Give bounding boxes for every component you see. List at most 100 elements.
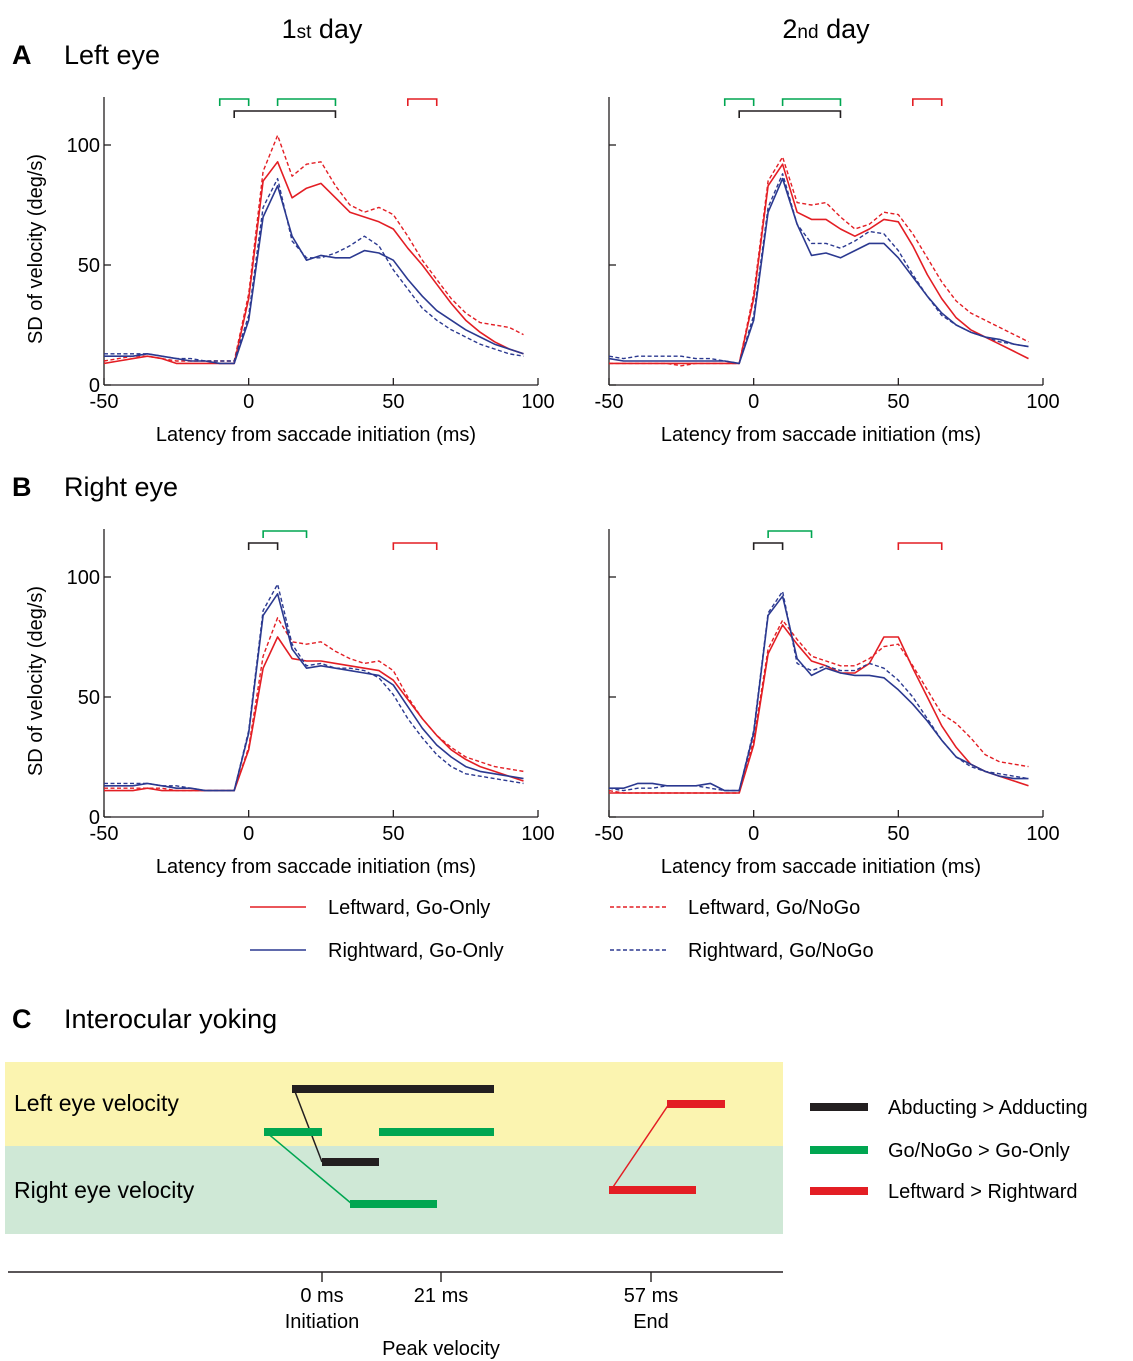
panel-letter-a: A [12, 40, 32, 70]
x-axis-label: Latency from saccade initiation (ms) [661, 856, 981, 878]
series-line-rightward-go-nogo [608, 173, 1029, 365]
x-tick-label: -50 [595, 823, 624, 845]
panel-title-b: Right eye [64, 472, 178, 502]
leftward-bar-left-eye [667, 1100, 725, 1108]
y-tick-label: 100 [67, 135, 100, 157]
series-line-leftward-go-only [609, 163, 1029, 365]
panel-title-a: Left eye [64, 40, 160, 70]
series-line-rightward-go-only [104, 592, 524, 792]
timeline-caption: Peak velocity [382, 1338, 500, 1360]
x-tick-label: -50 [90, 391, 119, 413]
series-line-rightward-go-only [609, 595, 1029, 792]
panel-letter-b: B [12, 472, 32, 502]
panel-letter-c: C [12, 1004, 32, 1034]
x-axis-label: Latency from saccade initiation (ms) [661, 424, 981, 446]
gonogo-bar-left-eye-1 [264, 1128, 322, 1136]
y-tick-label: 100 [67, 567, 100, 589]
abducting-connector [293, 1088, 323, 1163]
series-line-rightward-go-nogo [104, 177, 524, 362]
series-line-leftward-go-only [609, 624, 1029, 794]
gonogo-bar-left-eye-2 [379, 1128, 494, 1136]
timeline-label-0ms: 0 ms [300, 1285, 343, 1307]
timeline-label-initiation: Initiation [285, 1311, 360, 1333]
legend-label-gonogo: Go/NoGo > Go-Only [888, 1140, 1070, 1162]
significance-bar [247, 542, 279, 550]
chart-left-eye-day2: -50 0 50 100 Latency from saccade initiation… [595, 97, 1060, 446]
significance-bar [276, 98, 337, 106]
significance-bar [738, 110, 842, 118]
gonogo-connector [265, 1131, 353, 1205]
leftward-connector [610, 1103, 670, 1191]
x-tick-label: -50 [595, 391, 624, 413]
series-line-rightward-go-only [104, 185, 524, 365]
right-eye-row-label: Right eye velocity [14, 1177, 195, 1203]
timeline-label-57ms: 57 ms [624, 1285, 678, 1307]
chart-right-eye-day2: -50 0 50 100 Latency from saccade initiation… [595, 529, 1060, 878]
legend-label-abducting: Abducting > Adducting [888, 1097, 1088, 1119]
x-tick-label: 100 [1026, 823, 1059, 845]
leftward-bar-right-eye [609, 1186, 696, 1194]
significance-bar [912, 98, 943, 106]
timeline-label-21ms: 21 ms [414, 1285, 468, 1307]
timeline-label-end: End [633, 1311, 669, 1333]
significance-bar [752, 542, 784, 550]
series-line-leftward-go-nogo [103, 134, 524, 362]
x-tick-label: 100 [521, 391, 554, 413]
y-tick-label: 0 [89, 375, 100, 397]
x-tick-label: 0 [748, 823, 759, 845]
yoking-diagram: Left eye velocity Right eye velocity 0 m… [5, 1062, 783, 1360]
significance-bar [897, 542, 943, 550]
x-axis-label: Latency from saccade initiation (ms) [156, 424, 476, 446]
abducting-bar-left-eye [292, 1085, 494, 1093]
y-tick-label: 50 [78, 255, 100, 277]
x-tick-label: 50 [382, 391, 404, 413]
column-title-day1: 1st day [282, 14, 363, 44]
y-axis-label: SD of velocity (deg/s) [25, 586, 47, 776]
x-tick-label: 100 [521, 823, 554, 845]
significance-bar [407, 98, 438, 106]
yoking-legend: Abducting > Adducting Go/NoGo > Go-Only … [810, 1097, 1088, 1203]
y-tick-label: 0 [89, 807, 100, 829]
series-line-rightward-go-nogo [608, 590, 1029, 792]
abducting-bar-right-eye [322, 1158, 379, 1166]
legend-swatch-leftward [810, 1187, 868, 1195]
series-line-rightward-go-only [608, 177, 1029, 365]
x-tick-label: 50 [887, 823, 909, 845]
series-line-leftward-go-only [103, 161, 524, 365]
gonogo-bar-right-eye [350, 1200, 437, 1208]
significance-bar [218, 98, 250, 106]
legend-label: Leftward, Go-Only [328, 897, 490, 919]
x-tick-label: 50 [887, 391, 909, 413]
series-line-rightward-go-nogo [104, 583, 524, 792]
legend-label: Rightward, Go/NoGo [688, 940, 874, 962]
line-legend: Leftward, Go-Only Leftward, Go/NoGo Righ… [250, 897, 874, 962]
x-tick-label: -50 [90, 823, 119, 845]
series-line-leftward-go-nogo [609, 156, 1029, 367]
legend-label: Leftward, Go/NoGo [688, 897, 860, 919]
column-title-day2: 2nd day [782, 14, 870, 44]
significance-bar [392, 542, 438, 550]
series-line-leftward-go-nogo [608, 619, 1029, 794]
significance-bar [262, 530, 308, 538]
legend-swatch-gonogo [810, 1146, 868, 1154]
legend-label: Rightward, Go-Only [328, 940, 504, 962]
left-eye-row-label: Left eye velocity [14, 1090, 179, 1116]
significance-bar [723, 98, 755, 106]
x-tick-label: 0 [243, 391, 254, 413]
x-axis-label: Latency from saccade initiation (ms) [156, 856, 476, 878]
x-tick-label: 0 [748, 391, 759, 413]
x-tick-label: 50 [382, 823, 404, 845]
legend-swatch-abducting [810, 1103, 868, 1111]
y-tick-label: 50 [78, 687, 100, 709]
significance-bar [233, 110, 337, 118]
panel-title-c: Interocular yoking [64, 1004, 277, 1034]
significance-bar [767, 530, 813, 538]
y-axis-label: SD of velocity (deg/s) [25, 154, 47, 344]
x-tick-label: 100 [1026, 391, 1059, 413]
legend-label-leftward: Leftward > Rightward [888, 1181, 1078, 1203]
series-line-leftward-go-nogo [104, 617, 524, 792]
series-line-leftward-go-only [104, 636, 524, 792]
